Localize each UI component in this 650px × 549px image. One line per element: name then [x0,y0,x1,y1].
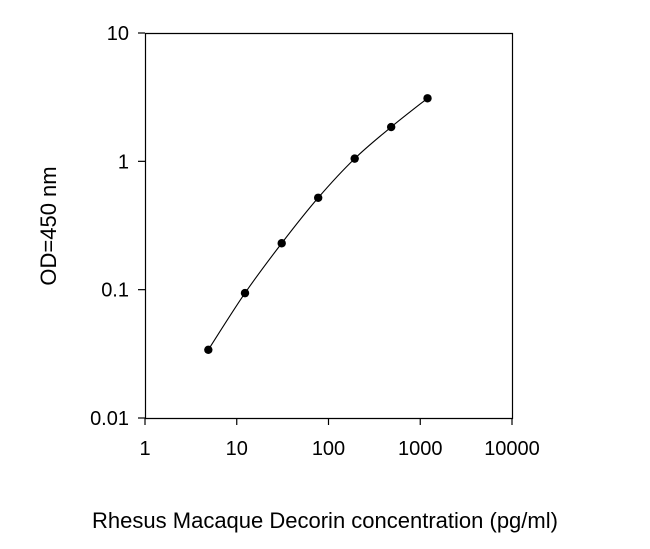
data-point [386,122,396,132]
y-tick-label: 10 [107,23,129,45]
series-group [204,94,432,354]
y-ticks [138,32,145,419]
y-tick-label: 0.01 [90,408,129,430]
x-tick-label: 1 [139,438,150,460]
y-tick-label: 1 [118,151,129,173]
data-point [423,94,432,103]
x-tick-label: 10000 [484,438,540,460]
plot-frame [144,32,514,420]
series-curve [207,97,428,351]
x-tick-label: 10 [226,438,248,460]
x-tick-label: 100 [312,438,345,460]
y-tick-labels: 0.01 0.1 1 10 [90,23,129,430]
data-point [204,345,213,354]
data-point [350,154,359,163]
data-point [277,239,286,248]
x-tick-labels: 1 10 100 1000 10000 [139,438,539,460]
x-axis-title: Rhesus Macaque Decorin concentration (pg… [92,508,558,533]
x-tick-label: 1000 [398,438,443,460]
y-axis-title: OD=450 nm [36,166,61,285]
data-point [313,193,323,202]
y-tick-label: 0.1 [101,280,129,302]
x-ticks [144,418,513,425]
data-point [240,288,250,298]
